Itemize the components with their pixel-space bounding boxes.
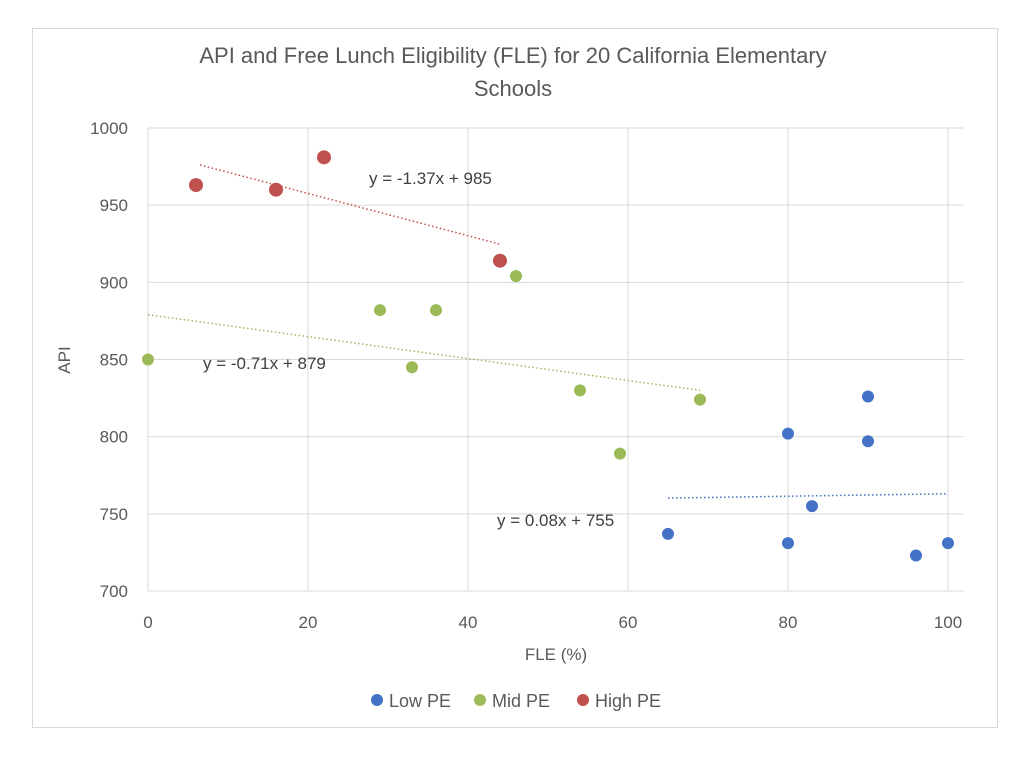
data-point bbox=[510, 270, 522, 283]
data-point bbox=[430, 304, 442, 317]
data-point bbox=[269, 182, 283, 197]
data-point bbox=[662, 527, 674, 540]
data-point bbox=[782, 537, 794, 550]
data-point bbox=[942, 537, 954, 550]
data-point bbox=[189, 178, 203, 193]
chart-title-line: API and Free Lunch Eligibility (FLE) for… bbox=[199, 43, 826, 68]
x-tick-label: 20 bbox=[299, 613, 318, 632]
x-axis-title: FLE (%) bbox=[525, 645, 587, 664]
data-point bbox=[317, 150, 331, 165]
data-point bbox=[782, 427, 794, 440]
x-tick-label: 0 bbox=[143, 613, 152, 632]
y-tick-label: 850 bbox=[100, 351, 128, 370]
chart-title-line: Schools bbox=[474, 76, 552, 101]
trendline-equation: y = -1.37x + 985 bbox=[369, 169, 492, 188]
legend-marker bbox=[474, 694, 486, 706]
x-tick-label: 100 bbox=[934, 613, 962, 632]
y-tick-label: 900 bbox=[100, 273, 128, 292]
trendline bbox=[667, 493, 949, 499]
y-tick-label: 1000 bbox=[90, 119, 128, 138]
legend-label: High PE bbox=[595, 691, 661, 711]
y-tick-label: 950 bbox=[100, 196, 128, 215]
data-point bbox=[806, 500, 818, 513]
x-tick-label: 60 bbox=[619, 613, 638, 632]
data-point bbox=[910, 549, 922, 562]
data-point bbox=[862, 390, 874, 403]
data-point bbox=[574, 384, 586, 397]
chart-frame bbox=[32, 28, 998, 728]
y-tick-label: 800 bbox=[100, 428, 128, 447]
trendline bbox=[147, 314, 701, 392]
legend-label: Mid PE bbox=[492, 691, 550, 711]
data-point bbox=[374, 304, 386, 317]
legend-marker bbox=[577, 694, 589, 706]
trendline-equation: y = -0.71x + 879 bbox=[203, 354, 326, 373]
y-tick-label: 700 bbox=[100, 582, 128, 601]
legend-label: Low PE bbox=[389, 691, 451, 711]
data-point bbox=[614, 447, 626, 460]
data-point bbox=[493, 253, 507, 268]
data-point bbox=[142, 353, 154, 366]
data-point bbox=[406, 361, 418, 374]
legend-marker bbox=[371, 694, 383, 706]
x-tick-label: 40 bbox=[459, 613, 478, 632]
y-tick-label: 750 bbox=[100, 505, 128, 524]
data-point bbox=[862, 435, 874, 448]
data-point bbox=[694, 393, 706, 406]
trendline-equation: y = 0.08x + 755 bbox=[497, 511, 614, 530]
y-axis-title: API bbox=[55, 346, 74, 373]
x-tick-label: 80 bbox=[779, 613, 798, 632]
